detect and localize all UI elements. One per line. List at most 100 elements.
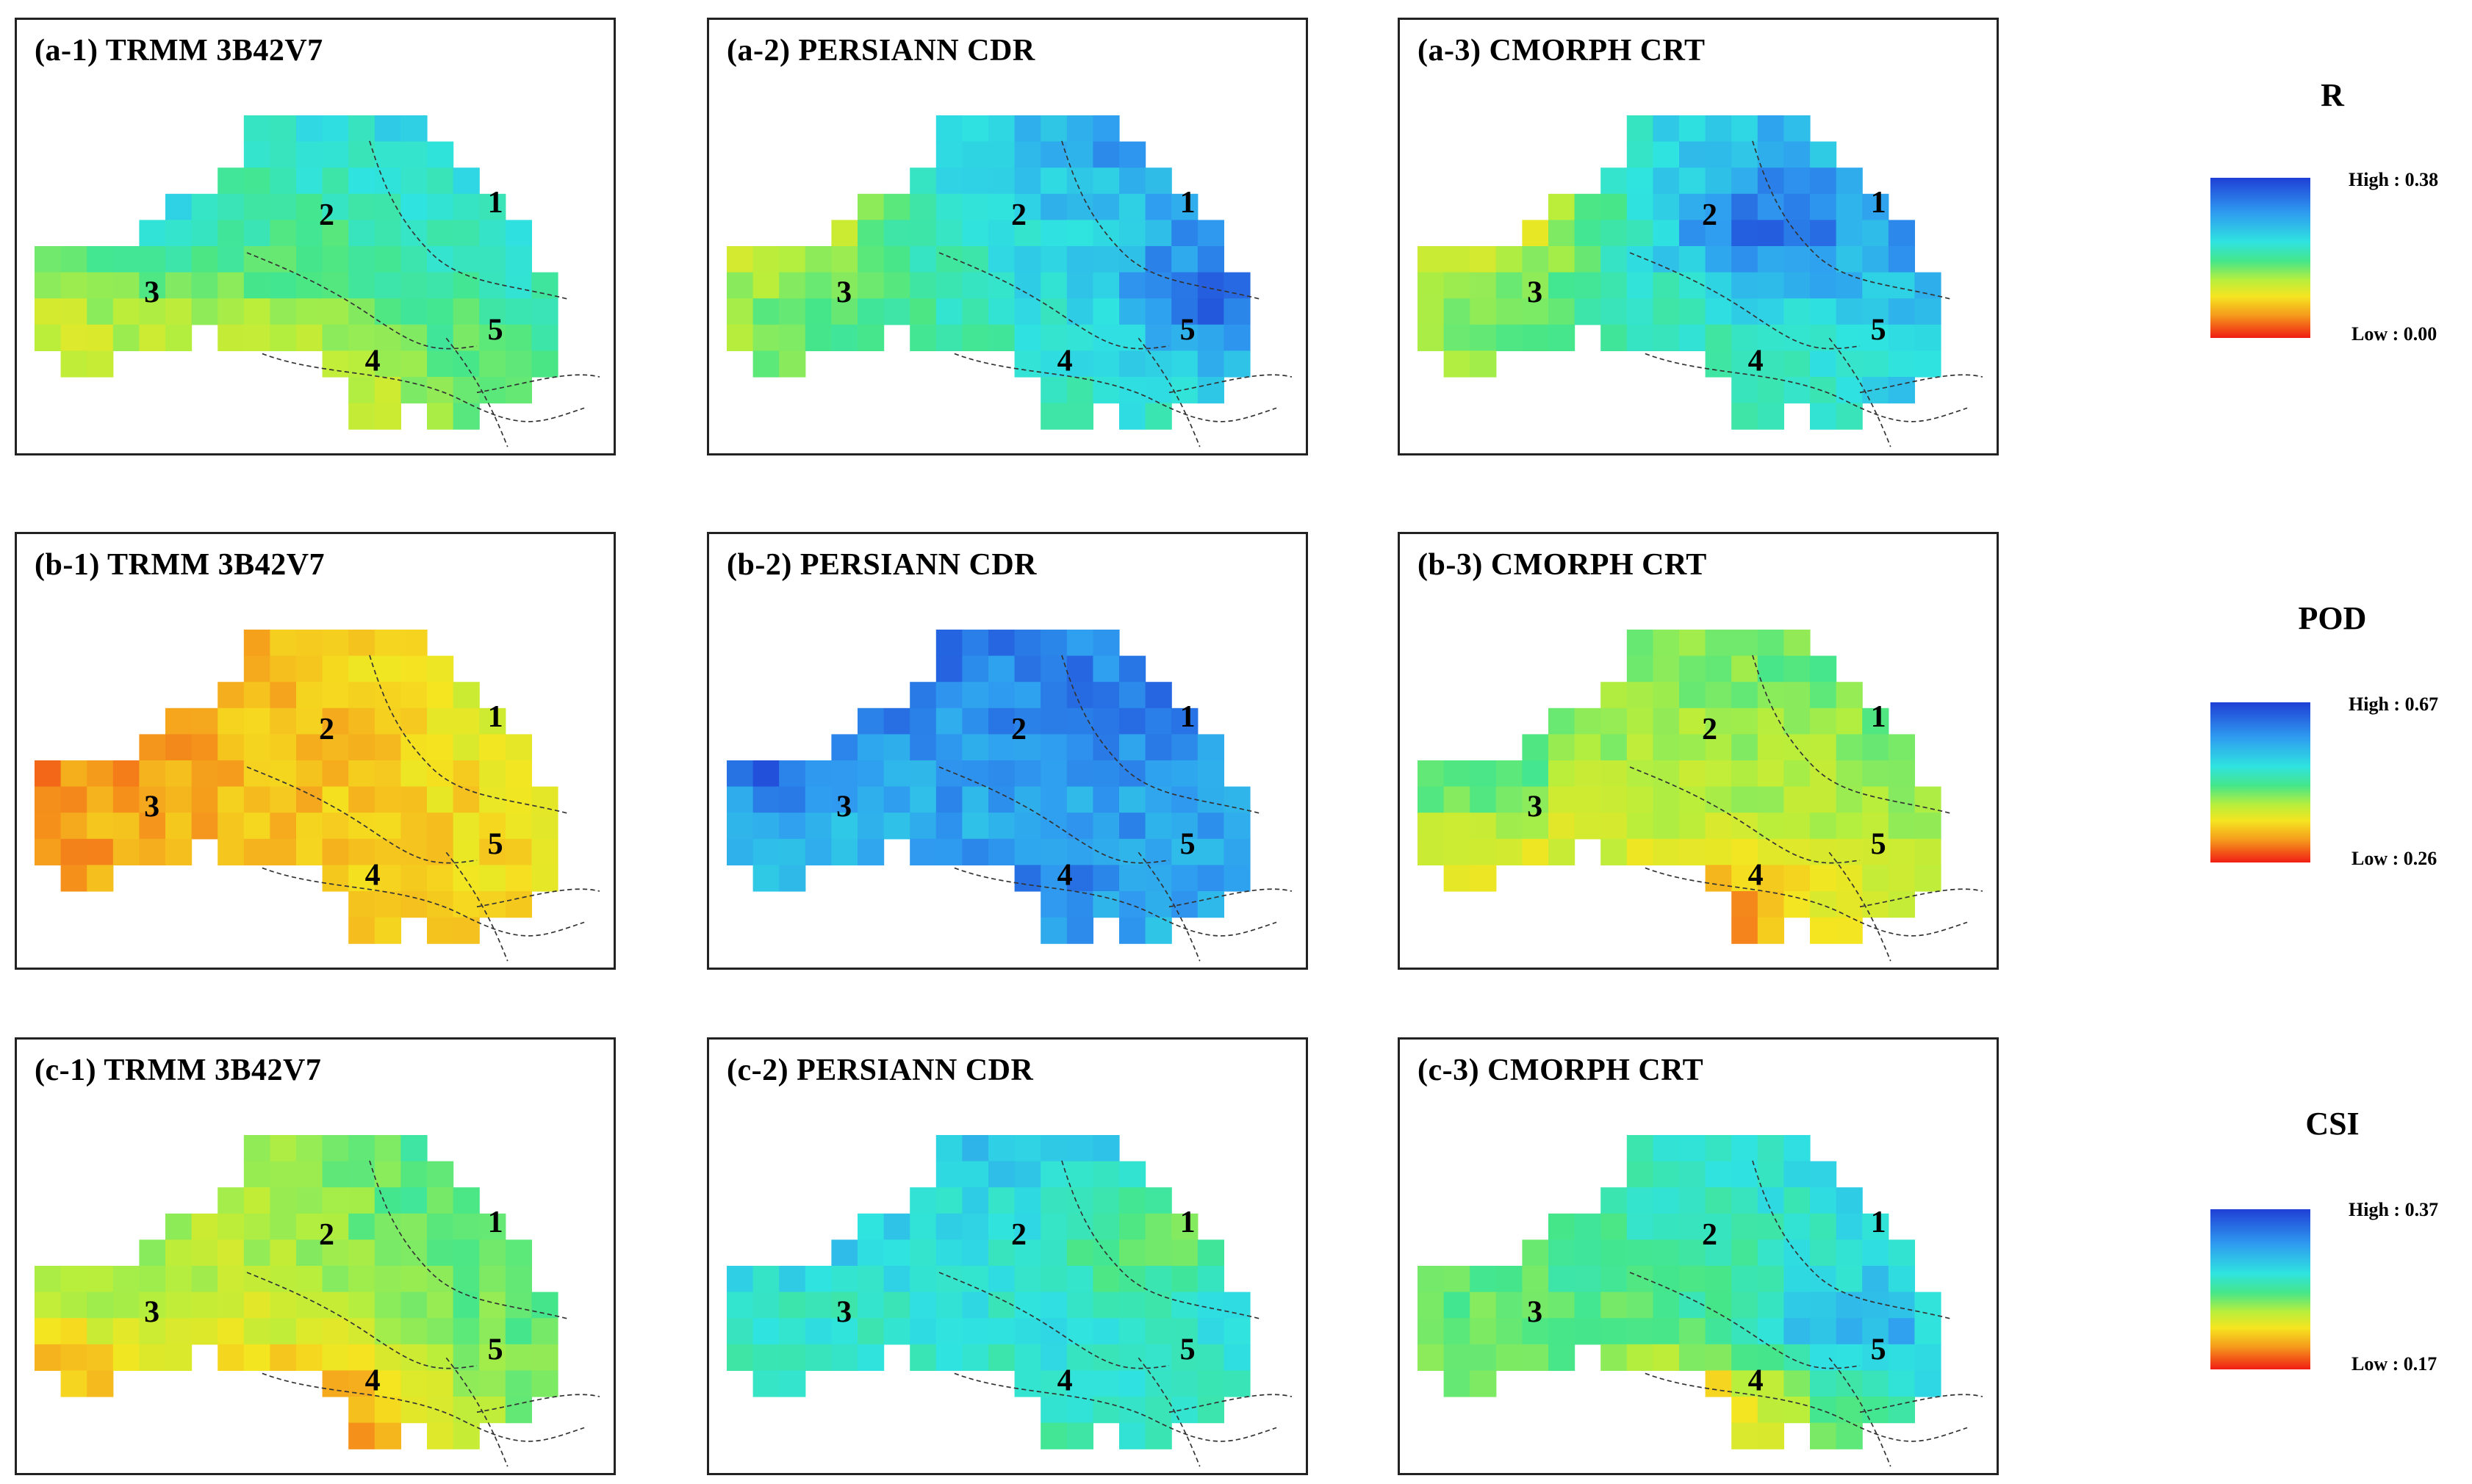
grid-cell: [139, 838, 166, 865]
grid-cell: [479, 298, 506, 325]
grid-cell: [270, 141, 297, 168]
grid-cell: [1119, 682, 1146, 709]
grid-cell: [505, 220, 532, 247]
grid-cell: [1171, 1266, 1199, 1293]
grid-cell: [322, 813, 349, 840]
grid-cell: [1522, 272, 1549, 299]
grid-cell: [112, 272, 140, 299]
grid-cell: [1093, 1370, 1120, 1397]
grid-cell: [1757, 1187, 1784, 1214]
grid-cell: [427, 403, 454, 430]
grid-cell: [139, 246, 166, 273]
map-panel-b3: 1 2 3 4 5 (b-3) CMORPH CRT: [1398, 532, 1999, 970]
grid-cell: [1653, 760, 1680, 788]
grid-cell: [453, 350, 480, 378]
grid-cell: [35, 838, 62, 865]
grid-cell: [962, 1213, 989, 1240]
grid-cell: [1783, 1161, 1811, 1188]
grid-cell: [858, 272, 885, 299]
grid-cell: [505, 1239, 532, 1267]
grid-cell: [1041, 377, 1068, 404]
grid-cell: [988, 1318, 1016, 1345]
grid-cell: [1470, 272, 1497, 299]
grid-cell: [1014, 1187, 1041, 1214]
grid-cell: [322, 1161, 349, 1188]
grid-cell: [858, 1213, 885, 1240]
grid-cell: [858, 193, 885, 220]
grid-cell: [1066, 682, 1093, 709]
basin-boundary: [1645, 867, 1968, 937]
grid-cell: [165, 272, 193, 299]
grid-cell: [1470, 838, 1497, 865]
grid-cell: [1093, 324, 1120, 351]
grid-cell: [1914, 813, 1941, 840]
grid-cell: [1418, 246, 1445, 273]
grid-cell: [1705, 324, 1732, 351]
grid-cell: [1914, 838, 1941, 865]
grid-cell: [1041, 115, 1068, 143]
grid-cell: [1836, 1344, 1863, 1371]
grid-cell: [322, 298, 349, 325]
grid-cell: [1731, 655, 1758, 682]
grid-cell: [165, 760, 193, 788]
grid-cell: [1093, 1161, 1120, 1188]
grid-cell: [505, 838, 532, 865]
grid-cell: [962, 141, 989, 168]
grid-cell: [322, 630, 349, 657]
grid-cell: [1705, 682, 1732, 709]
grid-cell: [910, 324, 937, 351]
grid-cell: [427, 1292, 454, 1319]
grid-cell: [270, 1292, 297, 1319]
grid-cell: [1783, 838, 1811, 865]
grid-cell: [1679, 838, 1706, 865]
grid-cell: [779, 1370, 806, 1397]
grid-cell: [348, 168, 376, 195]
grid-cell: [1145, 272, 1172, 299]
grid-cell: [400, 1370, 428, 1397]
grid-cell: [427, 1397, 454, 1424]
grid-cell: [752, 838, 780, 865]
grid-cell: [1731, 1422, 1758, 1449]
grid-cell: [1066, 193, 1093, 220]
grid-cell: [479, 865, 506, 892]
grid-cell: [910, 220, 937, 247]
grid-cell: [191, 193, 218, 220]
grid-cell: [752, 350, 780, 378]
grid-cell: [1600, 1239, 1628, 1267]
basin-label-4: 4: [365, 345, 381, 378]
grid-cell: [1145, 786, 1172, 813]
grid-cell: [87, 1370, 114, 1397]
grid-cell: [1653, 734, 1680, 761]
grid-cell: [243, 655, 270, 682]
grid-cell: [165, 1318, 193, 1345]
grid-cell: [400, 1266, 428, 1293]
grid-cell: [1171, 193, 1199, 220]
grid-cell: [1443, 1318, 1470, 1345]
grid-cell: [1626, 1161, 1653, 1188]
grid-cell: [752, 1370, 780, 1397]
grid-cell: [1626, 1344, 1653, 1371]
grid-cell: [218, 272, 245, 299]
grid-cell: [1757, 630, 1784, 657]
grid-cell: [427, 272, 454, 299]
grid-cell: [1731, 272, 1758, 299]
grid-cell: [831, 1318, 858, 1345]
grid-cell: [322, 1213, 349, 1240]
grid-cell: [1914, 272, 1941, 299]
grid-cell: [1783, 630, 1811, 657]
grid-cell: [1810, 1266, 1837, 1293]
grid-cell: [1145, 298, 1172, 325]
grid-cell: [1224, 786, 1251, 813]
grid-cell: [1731, 115, 1758, 143]
basin-label-5: 5: [1180, 827, 1196, 861]
grid-cell: [1522, 1266, 1549, 1293]
grid-cell: [60, 786, 87, 813]
grid-cell: [1495, 1292, 1523, 1319]
grid-cell: [727, 813, 754, 840]
grid-cell: [935, 838, 963, 865]
grid-cell: [218, 220, 245, 247]
grid-cell: [1197, 1397, 1224, 1424]
grid-cell: [1679, 707, 1706, 735]
grid-cell: [1041, 917, 1068, 944]
grid-cell: [1041, 141, 1068, 168]
